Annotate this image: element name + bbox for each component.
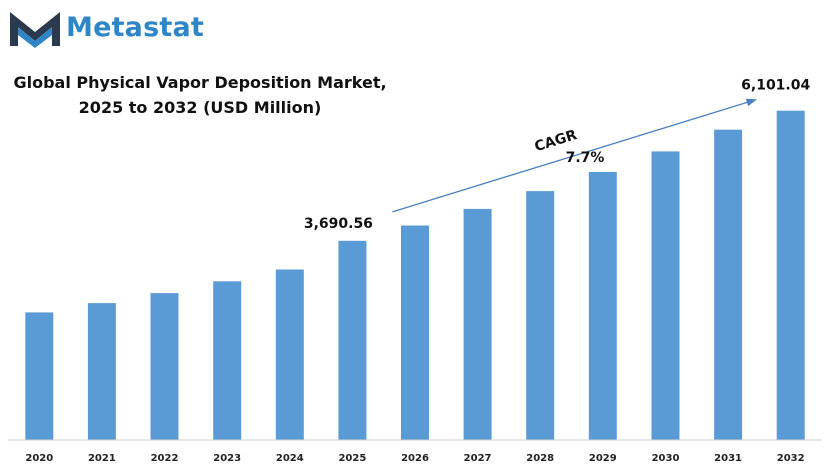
bar-2024 bbox=[275, 269, 304, 440]
x-tick-label: 2021 bbox=[88, 453, 116, 464]
bar-2020 bbox=[25, 312, 54, 440]
x-tick-label: 2026 bbox=[401, 453, 429, 464]
x-tick-label: 2020 bbox=[25, 453, 53, 464]
metastat-m-logo-icon bbox=[10, 12, 60, 48]
brand-name: Metastat bbox=[66, 12, 205, 43]
bar-2025 bbox=[338, 240, 367, 440]
bar-2027 bbox=[463, 208, 492, 440]
x-tick-label: 2032 bbox=[777, 453, 805, 464]
x-tick-label: 2030 bbox=[652, 453, 680, 464]
bar-2028 bbox=[526, 191, 555, 440]
bar-2021 bbox=[87, 303, 116, 440]
bar-2023 bbox=[213, 281, 242, 440]
x-tick-label: 2029 bbox=[589, 453, 617, 464]
chart-title: Global Physical Vapor Deposition Market,… bbox=[13, 73, 387, 117]
x-tick-label: 2027 bbox=[464, 453, 492, 464]
cagr-arrow bbox=[392, 98, 757, 213]
x-tick-label: 2024 bbox=[276, 453, 304, 464]
x-tick-label: 2022 bbox=[151, 453, 179, 464]
bar-2026 bbox=[401, 225, 429, 440]
x-tick-label: 2028 bbox=[526, 453, 554, 464]
x-tick-label: 2025 bbox=[338, 453, 366, 464]
x-tick-label: 2031 bbox=[714, 453, 742, 464]
data-label-2032: 6,101.04 bbox=[741, 78, 810, 94]
cagr-value: 7.7% bbox=[566, 150, 605, 166]
bar-2031 bbox=[714, 129, 743, 440]
bar-2022 bbox=[150, 293, 179, 440]
bar-2032 bbox=[776, 110, 805, 440]
bar-2029 bbox=[588, 172, 617, 440]
data-label-2025: 3,690.56 bbox=[304, 216, 373, 232]
brand-logo: Metastat bbox=[8, 8, 204, 48]
x-tick-label: 2023 bbox=[213, 453, 241, 464]
bar-2030 bbox=[651, 151, 680, 440]
